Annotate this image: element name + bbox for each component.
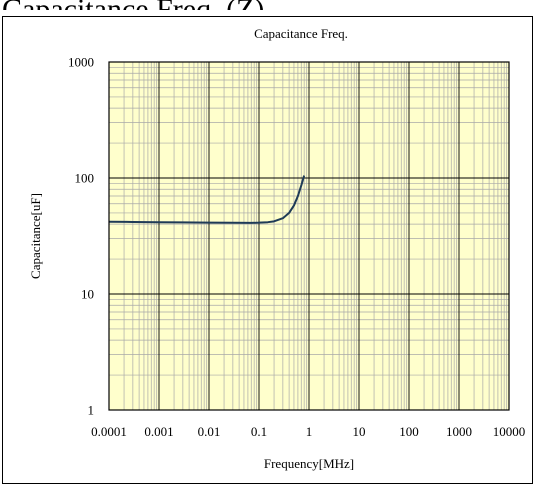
x-tick-label: 0.001 [144, 424, 173, 439]
y-tick-label: 100 [75, 171, 95, 186]
header-fragment-text: Capacitance Freq. (Z) [2, 0, 264, 26]
x-tick-labels: 0.0001 0.001 0.01 0.1 1 10 100 1000 10000 [91, 424, 525, 439]
y-tick-labels: 1 10 100 1000 [68, 55, 94, 418]
y-tick-label: 1 [88, 403, 95, 418]
x-tick-label: 1 [306, 424, 313, 439]
y-tick-label: 1000 [68, 55, 94, 70]
x-tick-label: 0.01 [198, 424, 221, 439]
chart-title: Capacitance Freq. [254, 26, 348, 41]
x-tick-label: 10000 [493, 424, 526, 439]
minor-grid [109, 62, 509, 410]
y-axis-label: Capacitance[uF] [28, 193, 43, 279]
x-tick-label: 0.1 [251, 424, 267, 439]
header-fragment: Capacitance Freq. (Z) [2, 0, 264, 26]
y-tick-label: 10 [81, 287, 94, 302]
x-tick-label: 1000 [446, 424, 472, 439]
x-tick-label: 10 [353, 424, 366, 439]
x-tick-label: 100 [399, 424, 419, 439]
series-line [109, 175, 306, 224]
x-axis-label: Frequency[MHz] [264, 456, 354, 471]
plot-border [108, 61, 510, 411]
x-tick-label: 0.0001 [91, 424, 127, 439]
